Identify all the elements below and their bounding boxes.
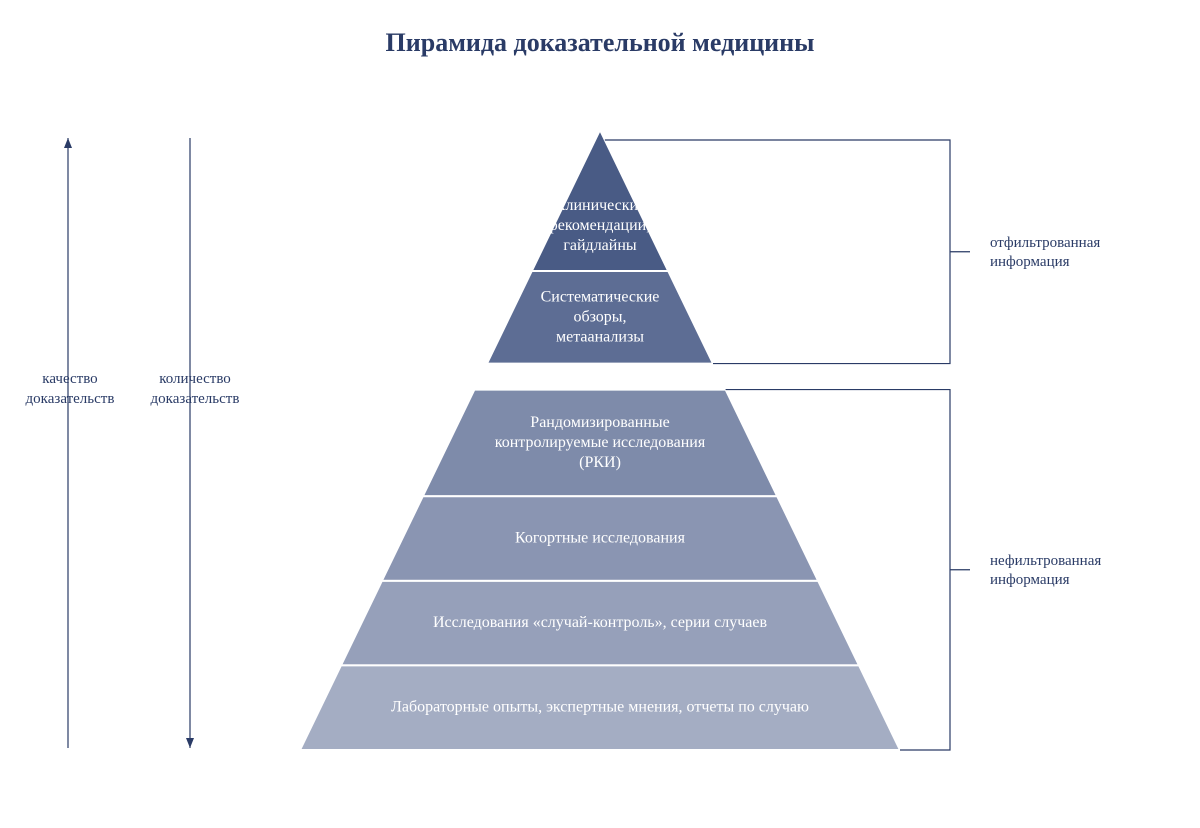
pyramid-level-4-label: Исследования «случай-контроль», серии сл… xyxy=(433,614,767,631)
quantity-label-text: количество доказательств xyxy=(151,371,240,407)
quantity-arrow xyxy=(186,138,194,748)
pyramid-level-0-label: Клиническиерекомендации,гайдлайны xyxy=(550,197,650,254)
pyramid: Клиническиерекомендации,гайдлайныСистема… xyxy=(290,130,910,750)
quantity-label: количество доказательств xyxy=(140,370,250,409)
unfiltered-label-text: нефильтрованная информация xyxy=(990,553,1101,589)
page-title: Пирамида доказательной медицины xyxy=(0,28,1200,58)
pyramid-level-5-label: Лабораторные опыты, экспертные мнения, о… xyxy=(391,698,809,715)
quality-arrow xyxy=(64,138,72,748)
filtered-label: отфильтрованная информация xyxy=(990,234,1160,273)
filtered-label-text: отфильтрованная информация xyxy=(990,235,1100,271)
diagram-stage: Пирамида доказательной медицины Клиничес… xyxy=(0,0,1200,828)
unfiltered-label: нефильтрованная информация xyxy=(990,552,1160,591)
pyramid-level-3-label: Когортные исследования xyxy=(515,529,686,546)
quality-label-text: качество доказательств xyxy=(26,371,115,407)
quality-label: качество доказательств xyxy=(20,370,120,409)
